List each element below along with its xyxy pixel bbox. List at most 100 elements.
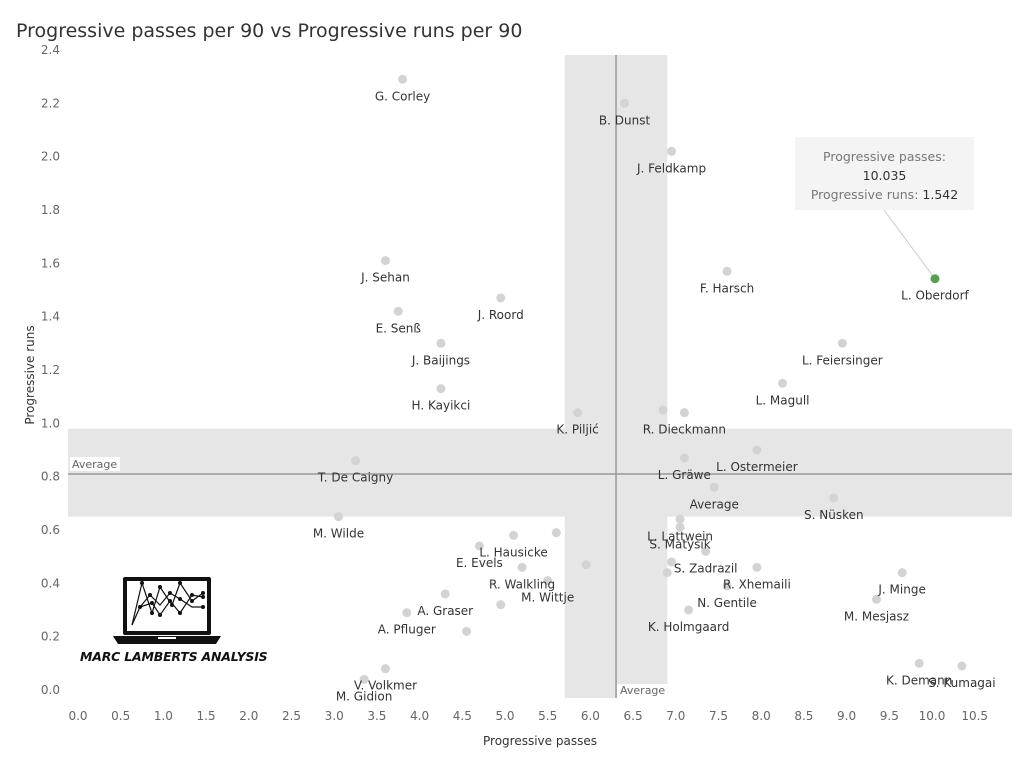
- y-tick-label: 1.2: [41, 363, 60, 377]
- data-point[interactable]: [436, 338, 446, 348]
- data-point-label: T. De Caigny: [317, 471, 393, 485]
- average-band-y: [68, 428, 1012, 517]
- y-axis-title: Progressive runs: [23, 325, 37, 424]
- x-tick-label: 10.0: [919, 709, 946, 723]
- x-tick-label: 0.0: [68, 709, 87, 723]
- data-point-label: L. Magull: [756, 393, 810, 407]
- data-point[interactable]: [517, 562, 527, 572]
- data-point-label: L. Hausicke: [479, 545, 547, 559]
- tooltip: Progressive passes: 10.035 Progressive r…: [795, 137, 974, 210]
- data-point[interactable]: [778, 378, 788, 388]
- data-point-label: L. Lattwein: [647, 529, 713, 543]
- data-point-label: B. Dunst: [599, 113, 651, 127]
- data-point-label: K. Demann: [886, 673, 952, 687]
- data-point-label: M. Wilde: [313, 527, 364, 541]
- x-tick-label: 3.5: [367, 709, 386, 723]
- x-tick-label: 6.0: [581, 709, 600, 723]
- data-point[interactable]: [829, 493, 839, 503]
- data-point[interactable]: [581, 560, 591, 570]
- data-point-label: J. Baijings: [411, 353, 470, 367]
- data-point[interactable]: [667, 146, 677, 156]
- data-point[interactable]: [837, 338, 847, 348]
- x-tick-label: 6.5: [624, 709, 643, 723]
- data-point[interactable]: [679, 453, 689, 463]
- data-point[interactable]: [675, 522, 685, 532]
- data-point[interactable]: [380, 664, 390, 674]
- data-point[interactable]: [620, 98, 630, 108]
- data-point[interactable]: [871, 594, 881, 604]
- y-tick-label: 0.4: [41, 576, 60, 590]
- data-point-label: E. Senß: [376, 321, 422, 335]
- data-point[interactable]: [897, 568, 907, 578]
- data-point[interactable]: [351, 456, 361, 466]
- data-point[interactable]: [436, 384, 446, 394]
- data-point-label: J. Roord: [477, 308, 524, 322]
- data-point[interactable]: [722, 266, 732, 276]
- x-tick-label: 10.5: [961, 709, 988, 723]
- data-point[interactable]: [752, 562, 762, 572]
- x-tick-label: 1.5: [197, 709, 216, 723]
- tooltip-line-1: Progressive passes:: [823, 149, 946, 164]
- data-point-label: M. Wittje: [521, 591, 574, 605]
- x-tick-label: 1.0: [154, 709, 173, 723]
- y-tick-label: 2.2: [41, 96, 60, 110]
- data-point-label: M. Gidion: [336, 689, 393, 703]
- data-point[interactable]: [679, 408, 689, 418]
- data-point[interactable]: [398, 74, 408, 84]
- x-tick-label: 7.0: [666, 709, 685, 723]
- data-point[interactable]: [957, 661, 967, 671]
- y-tick-label: 1.8: [41, 203, 60, 217]
- data-point-label: J. Minge: [877, 583, 925, 597]
- data-point-label: G. Corley: [375, 89, 430, 103]
- data-point[interactable]: [752, 445, 762, 455]
- data-point-label: S. Nüsken: [804, 508, 864, 522]
- data-point[interactable]: [667, 557, 677, 567]
- data-point-label: V. Volkmer: [354, 679, 417, 693]
- average-label-bg-y: [70, 456, 120, 471]
- x-tick-label: 3.0: [325, 709, 344, 723]
- data-point-label: A. Graser: [417, 604, 473, 618]
- data-point[interactable]: [393, 306, 403, 316]
- y-tick-label: 1.0: [41, 416, 60, 430]
- y-tick-label: 0.0: [41, 683, 60, 697]
- data-point[interactable]: [551, 528, 561, 538]
- data-point-label: J. Sehan: [360, 271, 410, 285]
- data-point-label: K. Holmgaard: [648, 620, 730, 634]
- data-point-label: S. Matysik: [649, 537, 710, 551]
- data-point-label: J. Feldkamp: [636, 161, 706, 175]
- data-point[interactable]: [496, 293, 506, 303]
- data-point[interactable]: [462, 626, 472, 636]
- data-point[interactable]: [509, 530, 519, 540]
- data-point[interactable]: [658, 405, 668, 415]
- data-point[interactable]: [496, 600, 506, 610]
- x-tick-label: 2.0: [239, 709, 258, 723]
- data-point[interactable]: [380, 256, 390, 266]
- data-point-label: F. Harsch: [700, 281, 754, 295]
- highlighted-data-point[interactable]: [930, 274, 940, 284]
- data-point[interactable]: [722, 581, 732, 591]
- data-point[interactable]: [543, 576, 553, 586]
- data-point[interactable]: [914, 658, 924, 668]
- x-tick-label: 5.5: [538, 709, 557, 723]
- y-tick-label: 2.0: [41, 150, 60, 164]
- data-point[interactable]: [474, 541, 484, 551]
- x-tick-label: 5.0: [495, 709, 514, 723]
- data-point[interactable]: [675, 514, 685, 524]
- data-point-label: S. Kumagai: [928, 676, 995, 690]
- x-tick-label: 9.5: [880, 709, 899, 723]
- data-point[interactable]: [662, 568, 672, 578]
- logo-text: MARC LAMBERTS ANALYSIS: [80, 649, 268, 664]
- x-tick-label: 8.0: [752, 709, 771, 723]
- data-point[interactable]: [440, 589, 450, 599]
- data-point[interactable]: [573, 408, 583, 418]
- x-tick-label: 9.0: [837, 709, 856, 723]
- data-point-label: R. Walkling: [489, 577, 555, 591]
- data-point[interactable]: [402, 608, 412, 618]
- data-point[interactable]: [359, 674, 369, 684]
- data-point[interactable]: [333, 512, 343, 522]
- data-point[interactable]: [701, 546, 711, 556]
- data-point[interactable]: [684, 605, 694, 615]
- data-point[interactable]: [709, 482, 719, 492]
- chart-title: Progressive passes per 90 vs Progressive…: [16, 20, 523, 42]
